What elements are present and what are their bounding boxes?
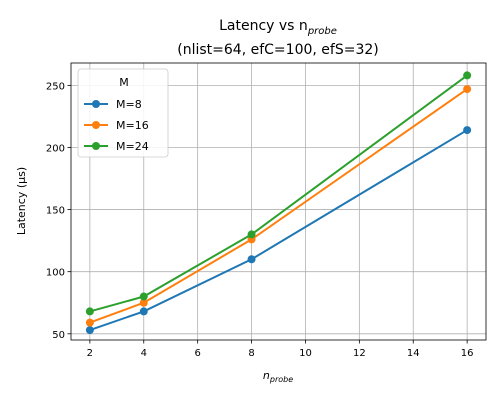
legend-label-M=8: M=8 xyxy=(116,98,142,111)
legend-label-M=24: M=24 xyxy=(116,140,149,153)
legend-marker-M=8 xyxy=(92,100,100,108)
data-point-M=16-16 xyxy=(463,85,472,94)
legend-marker-M=16 xyxy=(92,121,100,129)
chart-title-line1: Latency vs nprobe xyxy=(219,18,337,37)
series-line-M=8 xyxy=(89,129,468,332)
data-point-M=16-2 xyxy=(85,318,94,327)
x-axis-label-subscript: probe xyxy=(269,375,293,384)
x-tick-label-8: 8 xyxy=(248,348,254,359)
x-tick-label-12: 12 xyxy=(353,348,366,359)
y-axis-label: Latency (µs) xyxy=(15,167,28,235)
data-point-M=24-2 xyxy=(85,307,94,316)
y-tick-label-150: 150 xyxy=(46,206,65,217)
legend-box xyxy=(77,68,169,158)
legend-marker-M=24 xyxy=(92,142,100,150)
series-line-M=24 xyxy=(89,74,468,313)
data-point-M=8-2 xyxy=(85,326,94,335)
y-tick-label-200: 200 xyxy=(46,143,65,154)
title-subscript: probe xyxy=(307,26,337,37)
title-main: Latency vs n xyxy=(219,18,308,34)
x-tick-label-2: 2 xyxy=(87,348,93,359)
x-tick-label-16: 16 xyxy=(461,348,474,359)
data-point-M=8-16 xyxy=(463,126,472,135)
data-point-M=24-16 xyxy=(463,71,472,80)
series-lines xyxy=(85,71,472,335)
x-tick-label-14: 14 xyxy=(407,348,420,359)
legend-title: M xyxy=(119,76,129,89)
x-tick-label-6: 6 xyxy=(194,348,200,359)
data-point-M=8-8 xyxy=(247,255,256,264)
y-tick-label-250: 250 xyxy=(46,81,65,92)
data-point-M=24-8 xyxy=(247,230,256,239)
axes: 2 4 6 8 10 12 14 16 50 100 150 200 250 xyxy=(46,62,487,359)
x-axis-label: nprobe xyxy=(263,369,293,384)
x-tick-label-10: 10 xyxy=(299,348,312,359)
data-point-M=8-4 xyxy=(139,307,148,316)
legend: M M=8 M=16 M=24 xyxy=(77,68,169,158)
series-line-M=16 xyxy=(89,88,468,324)
y-tick-label-100: 100 xyxy=(46,268,65,279)
legend-label-M=16: M=16 xyxy=(116,119,149,132)
chart-title-line2: (nlist=64, efC=100, efS=32) xyxy=(177,42,378,58)
data-point-M=16-4 xyxy=(139,298,148,307)
x-axis-label-main: n xyxy=(263,369,270,382)
plot-frame xyxy=(70,62,487,341)
x-tick-label-4: 4 xyxy=(141,348,147,359)
y-tick-label-50: 50 xyxy=(52,330,65,341)
data-point-M=24-4 xyxy=(139,292,148,301)
